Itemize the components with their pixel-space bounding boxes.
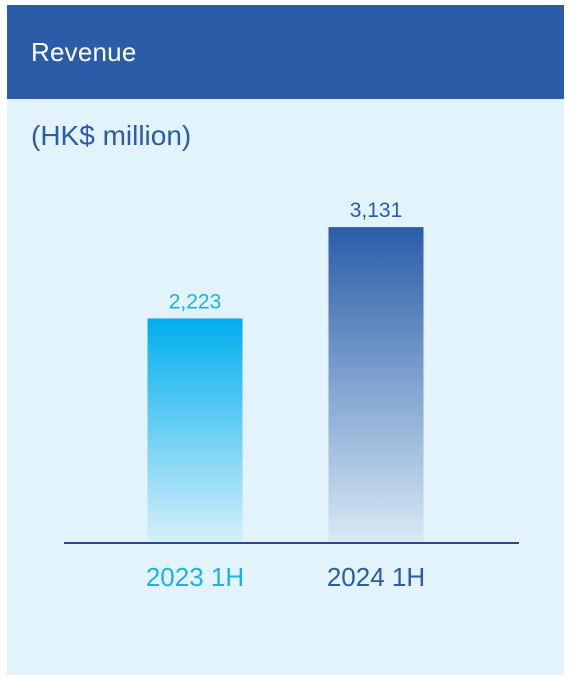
bars-group: [147, 227, 424, 543]
value-label: 2,223: [169, 290, 222, 313]
x-tick-label: 2024 1H: [327, 562, 425, 592]
revenue-bar-chart: 2,223 2023 1H 3,131 2024 1H: [64, 199, 519, 592]
chart-subtitle: (HK$ million): [31, 120, 192, 151]
x-tick-label: 2023 1H: [146, 562, 244, 592]
labels-group: 2,223 2023 1H 3,131 2024 1H: [146, 199, 425, 592]
bar-2023-1h: [147, 318, 243, 542]
value-label: 3,131: [350, 199, 403, 222]
bar-2024-1h: [328, 227, 424, 543]
revenue-card: Revenue (HK$ million) 2,223 2023 1H 3,131 2…: [7, 5, 564, 675]
chart-title: Revenue: [31, 37, 137, 67]
card-header: Revenue: [7, 5, 564, 99]
